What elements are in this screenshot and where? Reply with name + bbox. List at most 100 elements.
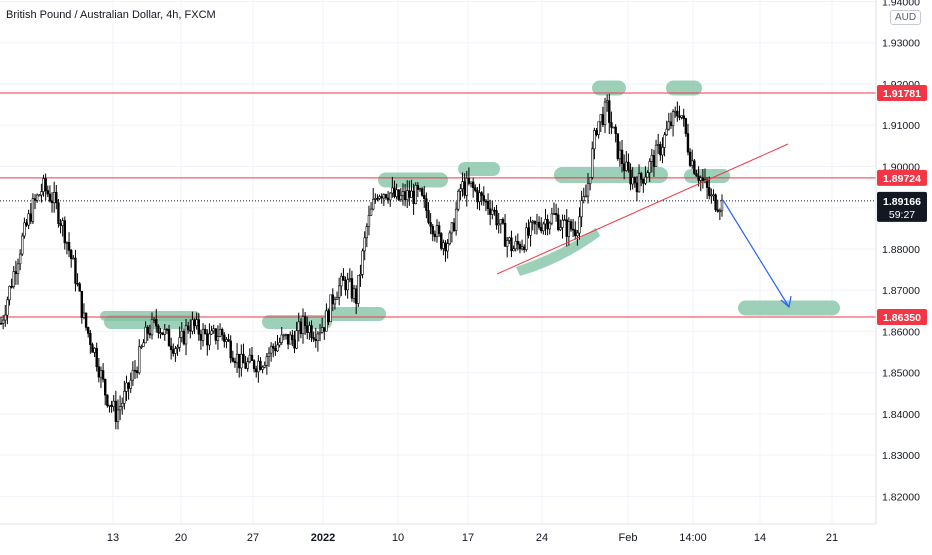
candle-body	[163, 329, 166, 335]
candle-body	[699, 177, 702, 181]
candle-body	[452, 222, 456, 231]
candle-body	[603, 101, 607, 125]
candle-body	[25, 222, 28, 226]
candle-body	[697, 175, 700, 181]
time-tick-label: 21	[826, 532, 838, 544]
candle-body	[620, 149, 624, 165]
price-axis[interactable]: 1.940001.930001.920001.910001.900001.890…	[882, 0, 920, 503]
candle-body	[182, 330, 186, 345]
candle-body	[371, 199, 375, 210]
highlight-zone	[378, 172, 448, 188]
candle-body	[378, 196, 381, 199]
candle-body	[140, 346, 143, 348]
candle-body	[301, 316, 305, 335]
candle-body	[571, 228, 575, 231]
candle-body	[382, 194, 386, 199]
last-price-tag	[877, 191, 927, 222]
candle-body	[361, 250, 364, 275]
candle-body	[531, 220, 534, 223]
candle-body	[89, 333, 92, 345]
price-tick-label: 1.94000	[882, 0, 920, 8]
candle-body	[505, 240, 509, 247]
candle-body	[191, 319, 194, 332]
candle-body	[499, 219, 503, 225]
grid-lines	[0, 0, 876, 524]
candle-body	[486, 201, 490, 210]
time-tick-label: 27	[247, 532, 259, 544]
candle-body	[676, 110, 679, 117]
candle-body	[608, 100, 611, 123]
candle-body	[63, 220, 67, 244]
candle-body	[527, 227, 530, 236]
candle-body	[74, 257, 77, 284]
candle-body	[710, 194, 713, 197]
candle-body	[216, 336, 220, 341]
candle-body	[265, 356, 269, 366]
candle-body	[323, 327, 326, 332]
candle-body	[512, 248, 515, 252]
candle-body	[601, 114, 605, 125]
candle-body	[255, 368, 258, 373]
candle-body	[212, 328, 215, 332]
candle-body	[627, 161, 630, 171]
candle-body	[403, 191, 407, 200]
candle-body	[59, 223, 62, 226]
candle-body	[206, 333, 209, 346]
candle-body	[14, 271, 18, 275]
candle-body	[612, 126, 615, 129]
currency-badge[interactable]: AUD	[890, 10, 922, 25]
candle-body	[50, 200, 54, 204]
candle-body	[386, 197, 390, 201]
projection-arrow	[722, 199, 790, 308]
candle-body	[16, 263, 20, 275]
candle-body	[478, 192, 481, 203]
time-tick-label: 24	[536, 532, 548, 544]
candle-body	[195, 319, 198, 327]
candle-body	[444, 242, 447, 252]
candle-body	[357, 275, 360, 304]
candle-body	[52, 192, 56, 204]
candle-body	[1, 319, 5, 324]
candle-body	[667, 121, 671, 130]
candle-body	[225, 339, 228, 342]
candle-body	[65, 242, 69, 244]
time-axis[interactable]: 13 20 27 2022 10 17 24 Feb 14:00 14 21	[107, 532, 838, 544]
price-tick-label: 1.87000	[882, 285, 920, 297]
candle-body	[574, 229, 577, 237]
candle-body	[518, 243, 522, 250]
candle-body	[8, 286, 11, 301]
candle-body	[516, 241, 520, 245]
candle-body	[272, 345, 275, 349]
candle-body	[550, 213, 554, 224]
candle-body	[48, 193, 52, 202]
candle-body	[429, 222, 432, 227]
candle-body	[416, 185, 420, 190]
price-tick-label: 1.91000	[882, 120, 920, 132]
highlight-zone	[324, 307, 386, 321]
candle-body	[346, 279, 349, 291]
candle-body	[84, 312, 88, 328]
candle-body	[503, 222, 507, 247]
level-price-tag	[877, 169, 927, 186]
price-tick-label: 1.82000	[882, 491, 920, 503]
candle-body	[263, 365, 266, 368]
candle-body	[220, 329, 224, 336]
price-tick-label: 1.86000	[882, 326, 920, 338]
time-tick-label: 14:00	[679, 532, 707, 544]
candle-body	[410, 190, 413, 198]
highlight-zones	[100, 80, 840, 329]
candle-body	[172, 349, 175, 354]
candle-body	[648, 161, 651, 174]
candle-body	[344, 280, 347, 291]
price-tick-label: 1.83000	[882, 450, 920, 462]
candle-body	[278, 342, 281, 346]
time-tick-label: 14	[754, 532, 766, 544]
candle-body	[169, 345, 173, 351]
candle-body	[463, 181, 466, 196]
candle-body	[389, 192, 392, 201]
candle-body	[678, 115, 681, 118]
candle-body	[112, 400, 115, 407]
candle-body	[369, 208, 373, 216]
